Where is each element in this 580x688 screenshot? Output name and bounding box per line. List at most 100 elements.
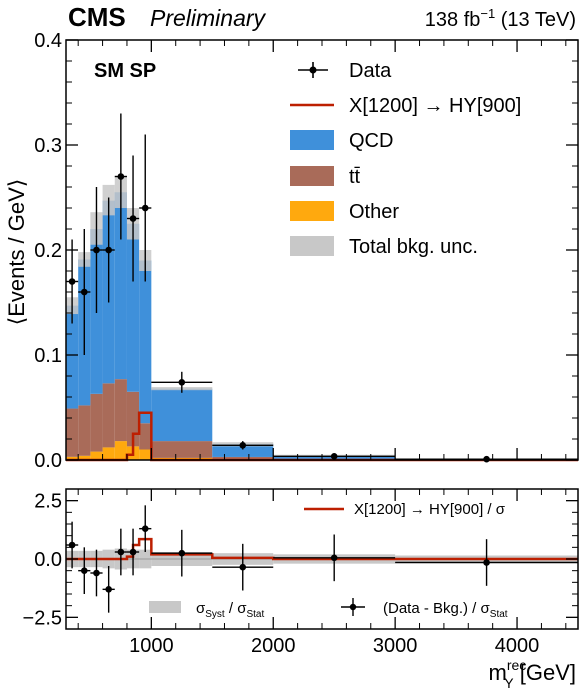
ratio-data-points <box>66 505 578 613</box>
bar-qcd-0 <box>66 305 79 409</box>
data-point-marker-9 <box>330 453 338 460</box>
data-point-9 <box>273 453 396 460</box>
data-points <box>66 113 578 463</box>
ratio-point-6 <box>139 505 152 552</box>
stacked-histogram <box>66 192 578 460</box>
x-tick-label-0: 1000 <box>129 635 174 657</box>
ratio-point-0 <box>66 521 79 569</box>
category-label: SM SP <box>94 60 156 82</box>
data-point-marker-7 <box>178 379 186 386</box>
ratio-point-marker-6 <box>141 525 149 532</box>
legend: Data X[1200] → HY[900] QCD tt̄ Other Tot… <box>290 60 521 258</box>
y-tick-label-1: 0.1 <box>34 345 62 367</box>
bar-other-6 <box>139 449 152 460</box>
main-axes: 0.0 0.1 0.2 0.3 0.4 <box>34 30 579 472</box>
data-point-marker-10 <box>483 455 490 463</box>
ratio-point-7 <box>151 529 213 577</box>
bar-tt-4 <box>114 379 127 442</box>
x-tick-label-3: 4000 <box>495 635 540 657</box>
ratio-point-9 <box>273 534 396 582</box>
ratio-legend-data-marker <box>341 598 365 616</box>
data-point-6 <box>139 134 152 282</box>
main-panel: 0.0 0.1 0.2 0.3 0.4 SM SP ⟨Events / GeV⟩ <box>4 30 579 472</box>
ratio-signal-line <box>66 537 578 561</box>
data-point-marker-6 <box>141 204 149 212</box>
bar-tt-1 <box>78 405 91 456</box>
legend-unc-label: Total bkg. unc. <box>349 236 478 258</box>
ratio-point-marker-10 <box>483 559 490 566</box>
ratio-y-tick-label-2: 2.5 <box>34 491 62 513</box>
legend-qcd-swatch <box>290 130 334 150</box>
y-tick-label-2: 0.2 <box>34 240 62 262</box>
bar-other-2 <box>90 451 103 460</box>
data-point-10 <box>395 455 578 463</box>
ratio-point-3 <box>102 566 115 613</box>
bar-tt-6 <box>139 423 152 450</box>
legend-data-marker <box>298 62 328 78</box>
legend-unc-swatch <box>290 236 334 256</box>
legend-data-label: Data <box>349 60 392 82</box>
ratio-point-marker-3 <box>105 586 112 593</box>
bar-qcd-4 <box>114 192 127 380</box>
data-point-8 <box>212 441 274 450</box>
x-axis-label: mrec Y [GeV] <box>489 657 576 688</box>
data-point-marker-3 <box>105 246 112 254</box>
bar-tt-2 <box>90 393 103 452</box>
ratio-legend-syst-swatch <box>149 601 181 613</box>
bar-other-3 <box>102 447 115 460</box>
data-point-marker-1 <box>80 288 88 296</box>
data-point-5 <box>126 155 140 282</box>
bar-tt-0 <box>66 408 79 457</box>
bar-qcd-5 <box>126 223 140 392</box>
ratio-point-marker-1 <box>80 567 88 574</box>
bar-tt-8 <box>212 456 274 460</box>
ratio-point-5 <box>126 528 140 576</box>
bar-other-1 <box>78 455 91 460</box>
data-point-marker-0 <box>68 278 76 285</box>
legend-qcd-label: QCD <box>349 130 393 152</box>
legend-other-label: Other <box>349 201 399 223</box>
ratio-point-1 <box>78 547 91 594</box>
ratio-point-marker-5 <box>129 548 137 556</box>
ratio-point-marker-2 <box>93 569 100 577</box>
ratio-y-tick-label-0: −2.5 <box>23 607 62 629</box>
y-axis-label: ⟨Events / GeV⟩ <box>4 179 29 326</box>
ratio-point-marker-8 <box>239 563 247 571</box>
ratio-signal-histogram <box>66 537 578 561</box>
legend-ttbar-swatch <box>290 166 334 186</box>
ratio-point-10 <box>395 539 578 586</box>
ratio-panel: −2.5 0.0 2.5 1000 2000 3000 4000 X[1200] → HY[… <box>23 488 579 688</box>
ratio-point-marker-7 <box>178 549 186 557</box>
lumi-label: 138 fb−1 (13 TeV) <box>425 6 576 31</box>
bar-qcd-6 <box>139 260 152 424</box>
data-point-7 <box>151 371 213 393</box>
status-label: Preliminary <box>150 5 267 31</box>
data-point-marker-4 <box>117 173 125 180</box>
ratio-point-2 <box>90 549 103 597</box>
data-point-3 <box>102 197 115 303</box>
ratio-point-marker-0 <box>68 541 76 549</box>
ratio-legend-data-label: (Data - Bkg.) / σStat <box>383 600 508 620</box>
y-tick-label-0: 0.0 <box>34 450 62 472</box>
bar-other-4 <box>114 441 127 460</box>
ratio-point-marker-9 <box>330 554 338 562</box>
ratio-legend-syst-label: σSyst / σStat <box>196 600 264 620</box>
bar-qcd-7 <box>151 388 213 442</box>
data-point-0 <box>66 239 79 324</box>
x-tick-label-2: 3000 <box>373 635 418 657</box>
data-point-marker-5 <box>129 215 137 222</box>
bar-qcd-8 <box>212 443 274 457</box>
y-tick-label-3: 0.3 <box>34 135 62 157</box>
y-tick-label-4: 0.4 <box>34 30 62 52</box>
data-point-1 <box>78 229 91 355</box>
data-point-4 <box>114 113 127 240</box>
legend-ttbar-label: tt̄ <box>349 166 361 188</box>
ratio-point-8 <box>212 543 274 591</box>
legend-signal-label: X[1200] → HY[900] <box>349 95 521 117</box>
ratio-axes: −2.5 0.0 2.5 1000 2000 3000 4000 <box>23 488 579 657</box>
data-point-marker-2 <box>93 246 100 254</box>
data-point-marker-8 <box>239 442 247 449</box>
ratio-point-marker-4 <box>117 548 125 556</box>
experiment-label: CMS <box>68 2 126 32</box>
bar-tt-3 <box>102 383 115 448</box>
